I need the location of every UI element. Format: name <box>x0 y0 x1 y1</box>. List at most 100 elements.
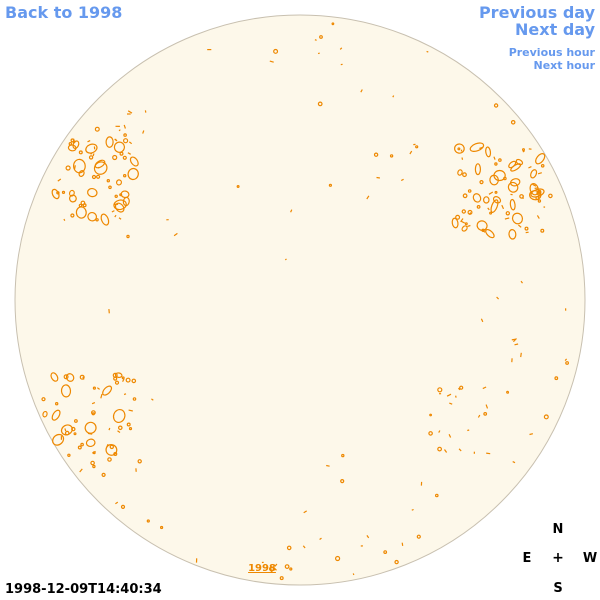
contour-speck <box>476 220 488 231</box>
next-hour-link[interactable]: Next hour <box>533 59 596 72</box>
next-day-link[interactable]: Next day <box>515 20 595 39</box>
contour-speck <box>514 343 519 346</box>
contour-speck <box>512 338 517 343</box>
contour-speck <box>428 431 433 436</box>
previous-hour-link[interactable]: Previous hour <box>508 46 595 59</box>
contour-speck <box>314 39 317 41</box>
contour-speck <box>467 209 473 215</box>
contour-speck <box>118 129 121 132</box>
contour-speck <box>464 222 468 226</box>
contour-speck <box>352 573 355 576</box>
year-link[interactable]: 1998 <box>248 563 276 574</box>
contour-speck <box>112 408 126 424</box>
compass-east-label: E <box>522 551 532 566</box>
contour-speck <box>460 149 463 152</box>
observation-timestamp: 1998-12-09T14:40:34 <box>5 582 162 597</box>
contour-speck <box>52 433 65 446</box>
contour-speck <box>50 372 59 382</box>
contour-speck <box>100 393 103 399</box>
contour-speck <box>87 432 93 435</box>
contour-speck <box>42 410 48 418</box>
contour-speck <box>317 101 323 107</box>
contour-speck <box>339 47 343 50</box>
contour-speck <box>498 158 502 162</box>
contour-speck <box>469 142 485 152</box>
contour-speck <box>137 459 142 464</box>
contour-speck <box>126 422 131 427</box>
contour-speck <box>78 150 83 155</box>
contour-speck <box>94 159 106 169</box>
contour-speck <box>303 510 308 514</box>
contour-speck <box>72 158 86 174</box>
contour-speck <box>112 372 118 378</box>
contour-speck <box>284 258 287 261</box>
contour-speck <box>481 229 486 233</box>
contour-speck <box>236 185 240 189</box>
contour-speck <box>537 172 542 175</box>
contour-speck <box>88 155 94 160</box>
contour-speck <box>485 404 489 409</box>
contour-speck <box>534 187 539 189</box>
contour-speck <box>449 402 453 405</box>
contour-speck <box>366 535 370 539</box>
compass-north-label: N <box>552 522 564 537</box>
contour-speck <box>63 218 66 221</box>
contour-speck <box>522 150 525 153</box>
contour-speck <box>474 163 481 176</box>
contour-speck <box>335 555 341 562</box>
contour-speck <box>77 445 82 450</box>
contour-speck <box>151 398 154 401</box>
contour-speck <box>462 193 468 199</box>
contour-speck <box>451 217 459 229</box>
contour-speck <box>487 207 490 211</box>
year-label[interactable]: 1998 <box>248 563 276 574</box>
contour-speck <box>289 567 293 571</box>
contour-speck <box>160 525 164 530</box>
contour-speck <box>506 390 510 394</box>
contour-speck <box>520 352 522 358</box>
contour-speck <box>115 501 119 505</box>
contour-speck <box>537 199 542 203</box>
contour-speck <box>467 224 471 227</box>
contour-speck <box>511 212 524 225</box>
contour-speck <box>92 386 97 390</box>
contour-speck <box>530 188 545 198</box>
contour-speck <box>438 430 441 433</box>
contour-speck <box>173 232 178 237</box>
contour-speck <box>72 140 80 150</box>
contour-speck <box>326 464 330 467</box>
contour-speck <box>472 193 482 203</box>
contour-speck <box>461 209 466 214</box>
contour-speck <box>97 166 100 169</box>
contour-speck <box>434 493 439 498</box>
back-to-year-link[interactable]: Back to 1998 <box>5 3 123 22</box>
contour-speck <box>457 147 461 151</box>
contour-speck <box>80 442 84 447</box>
contour-speck <box>111 210 115 213</box>
contour-speck <box>400 178 404 182</box>
contour-speck <box>146 519 150 523</box>
contour-speck <box>488 191 494 195</box>
contour-speck <box>68 194 77 203</box>
previous-day-link[interactable]: Previous day <box>478 3 595 22</box>
contour-speck <box>114 380 120 385</box>
contour-speck <box>96 387 100 390</box>
contour-speck <box>504 217 510 220</box>
contour-speck <box>125 377 131 383</box>
contour-speck <box>482 386 487 390</box>
contour-speck <box>114 214 117 218</box>
contour-speck <box>121 376 125 380</box>
contour-speck <box>426 50 429 53</box>
contour-speck <box>114 372 123 379</box>
contour-speck <box>494 190 498 194</box>
contour-speck <box>411 508 414 511</box>
contour-speck <box>128 141 133 145</box>
contour-speck <box>482 196 490 204</box>
contour-speck <box>284 564 290 569</box>
contour-speck <box>108 185 112 190</box>
contour-speck <box>508 160 517 169</box>
contour-speck <box>274 563 278 567</box>
contour-speck <box>479 180 484 185</box>
contour-speck <box>529 433 534 436</box>
